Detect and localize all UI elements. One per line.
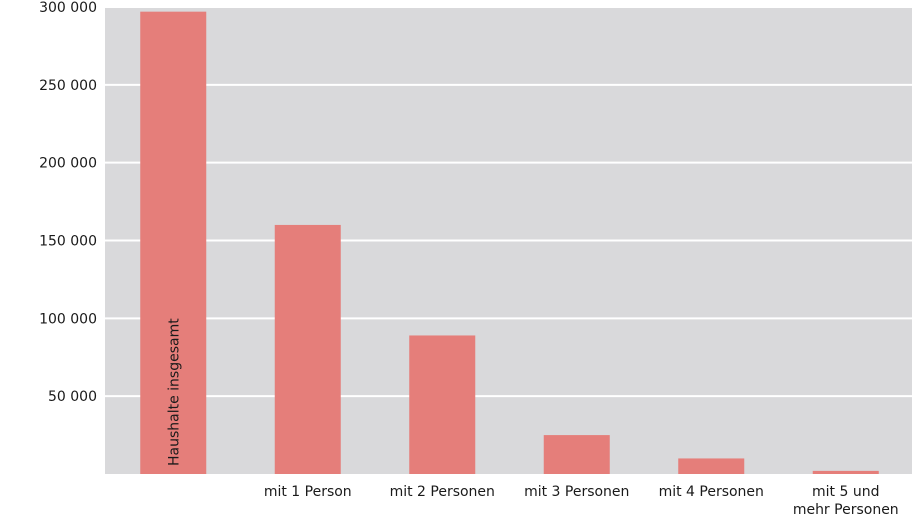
y-tick-label: 300 000 — [39, 0, 97, 16]
y-tick-label: 200 000 — [39, 156, 97, 172]
bar — [543, 435, 610, 474]
x-category-label: mit 1 Person — [264, 484, 352, 500]
bar — [409, 335, 476, 474]
y-tick-label: 50 000 — [48, 389, 97, 405]
in-bar-label: Haushalte insgesamt — [166, 318, 182, 466]
bar — [274, 224, 341, 474]
in-bar-labels: Haushalte insgesamt — [166, 318, 182, 466]
bar — [140, 11, 207, 474]
y-tick-label: 100 000 — [39, 311, 97, 327]
x-category-label: mit 3 Personen — [524, 484, 629, 500]
bars — [140, 11, 879, 474]
x-category-label: mit 2 Personen — [390, 484, 495, 500]
gridlines — [105, 6, 912, 398]
y-tick-label: 150 000 — [39, 234, 97, 250]
x-category-label: mit 4 Personen — [659, 484, 764, 500]
x-axis-category-labels: mit 1 Person mit 2 Personen mit 3 Personen… — [264, 484, 899, 517]
bar — [678, 458, 745, 474]
y-tick-label: 250 000 — [39, 78, 97, 94]
y-axis-tick-labels: 50 000 100 000 150 000 200 000 250 000 300 00… — [39, 0, 97, 405]
bar — [812, 470, 879, 474]
x-category-label: mit 5 und mehr Personen — [793, 484, 899, 517]
